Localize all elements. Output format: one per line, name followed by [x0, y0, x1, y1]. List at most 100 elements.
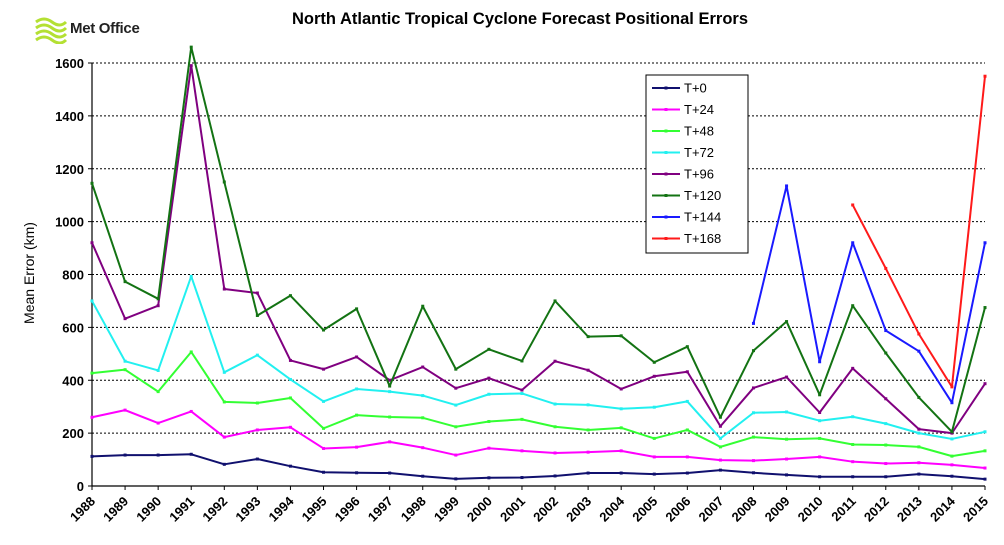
data-point-T+144-2012	[884, 329, 888, 333]
data-point-T+120-2014	[950, 430, 954, 434]
x-tick-label-1995: 1995	[299, 494, 330, 525]
data-point-T+48-2005	[652, 436, 656, 440]
data-point-T+0-2009	[785, 473, 789, 477]
series-T+96	[90, 64, 987, 435]
data-point-T+24-2010	[818, 455, 822, 459]
data-point-T+48-1993	[255, 401, 259, 405]
data-point-T+0-2007	[718, 468, 722, 472]
data-point-T+48-1998	[421, 416, 425, 420]
x-tick-label-2015: 2015	[960, 494, 991, 525]
legend-item-T+120: T+120	[652, 188, 721, 203]
data-point-T+96-1988	[90, 241, 94, 245]
data-point-T+120-2011	[851, 304, 855, 308]
data-point-T+96-2007	[718, 424, 722, 428]
x-tick-label-1996: 1996	[332, 494, 363, 525]
data-point-T+24-2008	[751, 459, 755, 463]
data-point-T+24-2004	[619, 449, 623, 453]
data-point-T+24-1991	[189, 409, 193, 413]
series-T+120	[90, 45, 987, 434]
legend-label-T+96: T+96	[684, 167, 714, 182]
data-point-T+72-1997	[388, 390, 392, 394]
x-tick-label-2008: 2008	[729, 494, 760, 525]
data-point-T+0-1992	[222, 462, 226, 466]
legend-label-T+0: T+0	[684, 81, 707, 96]
data-point-T+72-2002	[553, 402, 557, 406]
data-point-T+24-1997	[388, 440, 392, 444]
x-tick-label-2004: 2004	[596, 493, 628, 525]
data-point-T+144-2010	[818, 360, 822, 364]
data-point-T+72-2001	[520, 391, 524, 395]
data-point-T+0-2004	[619, 471, 623, 475]
data-point-T+24-1993	[255, 428, 259, 432]
data-point-T+0-2005	[652, 472, 656, 476]
data-point-T+48-2006	[685, 428, 689, 432]
data-point-T+24-1998	[421, 446, 425, 450]
data-point-T+0-2010	[818, 475, 822, 479]
x-tick-label-1990: 1990	[133, 494, 164, 525]
data-point-T+48-2000	[487, 419, 491, 423]
data-point-T+0-1999	[454, 477, 458, 481]
x-tick-label-1988: 1988	[67, 494, 98, 525]
data-point-T+72-2010	[818, 419, 822, 423]
legend-item-T+144: T+144	[652, 210, 721, 225]
y-tick-label-1400: 1400	[55, 109, 84, 124]
series-line-T+48	[91, 350, 986, 458]
data-point-T+0-1994	[288, 464, 292, 468]
data-point-T+0-2001	[520, 476, 524, 480]
legend-label-T+24: T+24	[684, 102, 714, 117]
data-point-T+24-1990	[156, 421, 160, 425]
data-point-T+72-2005	[652, 405, 656, 409]
data-point-T+72-2014	[950, 437, 954, 441]
data-point-T+168-2011	[851, 203, 855, 207]
legend-item-T+72: T+72	[652, 145, 714, 160]
data-point-T+72-2012	[884, 422, 888, 426]
x-tick-label-2003: 2003	[563, 494, 594, 525]
data-point-T+96-2002	[553, 359, 557, 363]
data-point-T+0-1995	[322, 470, 326, 474]
data-point-T+120-1988	[90, 181, 94, 185]
legend-label-T+168: T+168	[684, 231, 721, 246]
y-tick-labels: 0 200 400 600 800 1000 1200 1400 1600	[55, 56, 84, 494]
data-point-T+24-2014	[950, 463, 954, 467]
data-point-T+0-1989	[123, 453, 127, 457]
legend-marker-T+144	[664, 215, 668, 219]
data-point-T+24-2009	[785, 457, 789, 461]
legend-item-T+48: T+48	[652, 124, 714, 139]
data-point-T+120-2000	[487, 347, 491, 351]
data-point-T+48-2001	[520, 417, 524, 421]
series-line-T+96	[91, 64, 986, 435]
data-point-T+120-2012	[884, 351, 888, 355]
data-point-T+24-2007	[718, 458, 722, 462]
data-point-T+48-2002	[553, 425, 557, 429]
data-point-T+48-1992	[222, 400, 226, 404]
data-point-T+120-2010	[818, 393, 822, 397]
series-T+72	[90, 274, 987, 441]
data-point-T+72-1993	[255, 353, 259, 357]
data-point-T+120-1996	[355, 307, 359, 311]
data-point-T+96-1999	[454, 386, 458, 390]
y-tick-label-0: 0	[77, 479, 84, 494]
data-point-T+144-2013	[917, 349, 921, 353]
data-point-T+120-2015	[983, 306, 987, 310]
data-point-T+0-2013	[917, 472, 921, 476]
data-point-T+120-1997	[388, 384, 392, 388]
data-point-T+48-2012	[884, 443, 888, 447]
data-point-T+24-2006	[685, 455, 689, 459]
data-point-T+0-2003	[586, 471, 590, 475]
data-point-T+48-1988	[90, 371, 94, 375]
legend-item-T+96: T+96	[652, 167, 714, 182]
data-point-T+48-1990	[156, 390, 160, 394]
data-point-T+48-2007	[718, 445, 722, 449]
data-point-T+48-1994	[288, 396, 292, 400]
data-point-T+72-2003	[586, 403, 590, 407]
series-T+0	[90, 452, 987, 481]
data-point-T+0-2002	[553, 474, 557, 478]
data-point-T+96-1990	[156, 304, 160, 308]
series-T+24	[90, 408, 987, 470]
x-tick-label-2005: 2005	[629, 494, 660, 525]
data-point-T+24-2013	[917, 461, 921, 465]
data-point-T+144-2015	[983, 241, 987, 245]
data-point-T+0-2014	[950, 474, 954, 478]
series-T+144	[751, 184, 987, 405]
